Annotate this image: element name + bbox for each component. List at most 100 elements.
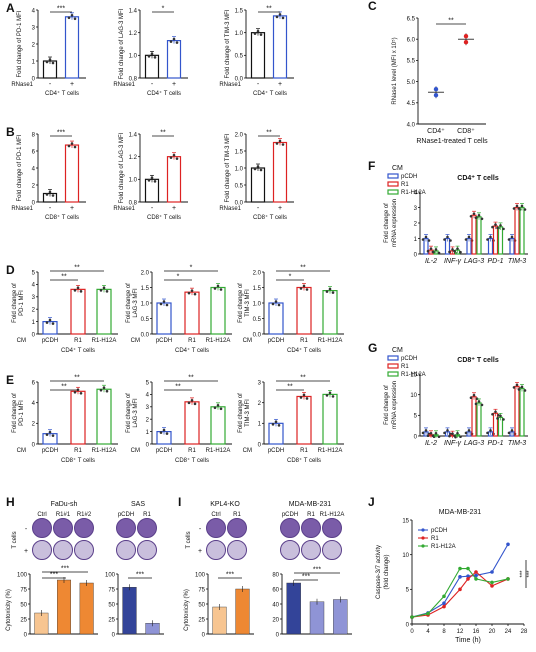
B-sig2-stars: ** [266, 130, 272, 137]
I-bars2-tick-label: 80 [272, 572, 279, 578]
D-cm: CM [243, 338, 252, 344]
D-cat: R1 [74, 338, 82, 344]
I-mda-well [280, 518, 300, 538]
J-point-pCDH [506, 542, 510, 547]
E-bar-2 [210, 406, 226, 445]
B-minus: - [257, 205, 260, 212]
B-plus: + [70, 205, 74, 212]
G-ylabel-b: mRNA expression [392, 381, 398, 429]
J-point-R1 [474, 570, 478, 574]
H-bars2-tick-label: 75 [108, 587, 115, 593]
F-bar-dot [486, 238, 489, 241]
panel-label-G: G [368, 341, 377, 355]
B-bar-rnase1 [166, 156, 182, 203]
E-plot1-tick-label: 1 [146, 430, 150, 436]
F-bar-dot [472, 212, 476, 216]
F-bar-dot [456, 247, 459, 250]
D-bar-0-dot [162, 300, 166, 303]
I-mda-well [322, 518, 342, 538]
E-bar-0-dot [271, 423, 275, 426]
E-cm: CM [131, 448, 140, 454]
F-legend-item: R1-H12A [401, 190, 426, 196]
H-fadu-well [32, 518, 52, 538]
J-plot-tick-label: 15 [402, 518, 409, 524]
G-bar-dot [489, 429, 492, 432]
E-cell-label: CD8⁺ T cells [287, 457, 321, 464]
E-ylabel-b: LAG-3 MFI [133, 398, 139, 428]
B-bar-rnase1-dot [278, 139, 282, 143]
D-bar-0-dot [159, 302, 163, 306]
G-gene-label: INF-γ [444, 440, 462, 447]
J-point-R1 [442, 604, 446, 609]
B-bar-rnase1-dot [73, 145, 77, 149]
G-plot-tick-label: 0 [414, 434, 418, 440]
E-plot1-tick-label: 2 [146, 418, 150, 424]
E-bar-0-dot [48, 430, 52, 434]
A-plot2-tick-label: 1.5 [235, 8, 244, 14]
F-bar-dot [434, 248, 438, 251]
F-bar-dot [510, 235, 514, 239]
A-plot2-tick-label: 0.5 [235, 54, 244, 60]
J-point-R1-H12A [506, 577, 510, 581]
C-plot-tick-label: 4.0 [407, 122, 416, 128]
G-bar-dot [510, 429, 514, 432]
B-plot2-tick-label: 1.0 [235, 166, 244, 172]
A-rowlabel: RNase1 [113, 82, 135, 88]
H-bars2-tick-label: 0 [112, 632, 116, 638]
E-cat: pCDH [156, 448, 172, 454]
D-plot0-tick-label: 3 [32, 295, 36, 301]
D-bar-0 [156, 302, 172, 335]
G-bar [492, 412, 499, 437]
D-bar-0-dot [274, 300, 278, 303]
J-point-pCDH [490, 570, 494, 574]
F-bar-dot [431, 250, 435, 254]
G-bar-dot [467, 429, 471, 432]
I-bars2-tick-label: 0 [276, 632, 280, 638]
I-sig2-stars: *** [302, 574, 310, 581]
E-plot1-tick-label: 3 [146, 405, 150, 411]
F-bar-dot [469, 214, 473, 218]
F-bar-dot [523, 208, 527, 211]
H-title2: SAS [131, 501, 145, 508]
D-bar-2-dot [328, 287, 332, 291]
A-ylabel-1: Fold change of LAG-3 MFI [119, 8, 125, 79]
F-plot-tick-label: 4 [414, 190, 418, 196]
E-plot0-tick-label: 0 [32, 442, 36, 448]
G-bar-dot [459, 435, 462, 439]
A-bar-ctrl-dot [48, 58, 52, 61]
H-bars2-tick-label: 25 [108, 617, 115, 623]
H-sas-well [137, 518, 157, 538]
A-bar-rnase1-dot [175, 41, 179, 44]
D-bar-2-dot [216, 284, 220, 288]
A-bar-ctrl-dot [256, 29, 260, 33]
H-bars1-tick-label: 75 [20, 587, 27, 593]
panel-label-B: B [6, 125, 15, 139]
G-plot-tick-label: 15 [410, 372, 417, 378]
G-bar-dot [449, 432, 452, 436]
D-bar-1-dot [302, 284, 306, 288]
D-bar-1-dot [193, 292, 197, 296]
A-bar-ctrl [144, 54, 160, 79]
D-plot0-tick-label: 2 [32, 308, 36, 314]
B-plot1-tick-label: 1.2 [129, 155, 138, 161]
D-bar-1 [70, 288, 86, 335]
I-title2: MDA-MB-231 [289, 501, 332, 508]
A-bar-rnase1-dot [67, 16, 71, 20]
E-sig-b-stars: ** [175, 384, 181, 391]
J-legend-marker [421, 528, 425, 532]
E-bar-0-dot [277, 424, 281, 427]
G-bar-dot [523, 389, 527, 392]
J-xtick-label: 28 [521, 629, 528, 635]
D-ylabel-b: LAG-3 MFI [133, 288, 139, 318]
D-cell-label: CD4⁺ T cells [61, 347, 95, 354]
D-cell-label: CD4⁺ T cells [175, 347, 209, 354]
B-minus: - [151, 205, 154, 212]
J-legend-marker [421, 544, 425, 548]
B-bar-rnase1 [272, 141, 288, 203]
I-bars2-bar [286, 582, 301, 635]
B-plus: + [278, 205, 282, 212]
J-xtick-label: 8 [442, 629, 446, 635]
G-bar-dot [512, 386, 516, 389]
D-plot0-tick-label: 0 [32, 332, 36, 338]
F-bar-dot [477, 214, 481, 217]
